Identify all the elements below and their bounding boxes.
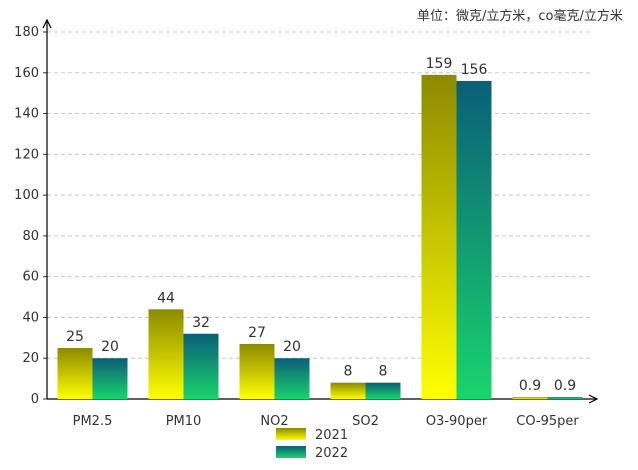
legend-swatch-2022: [276, 446, 306, 458]
data-label: 44: [157, 290, 175, 306]
x-tick-label: SO2: [352, 414, 379, 429]
bar-2022-PM10: [183, 333, 219, 399]
y-tick-label: 0: [31, 392, 39, 407]
legend-label-2022: 2022: [315, 446, 348, 461]
bar-2022-CO-95per: [547, 397, 583, 399]
gridlines: [47, 31, 593, 359]
data-label: 159: [426, 56, 453, 72]
y-tick-label: 80: [22, 229, 39, 244]
bar-2021-CO-95per: [512, 397, 548, 399]
axes: 0 20 40 60 80 100 120 140 160 180: [14, 18, 599, 407]
data-label: 27: [248, 325, 266, 341]
y-tick-label: 40: [22, 310, 39, 325]
x-tick-label: CO-95per: [516, 414, 579, 429]
y-tick-label: 120: [14, 147, 39, 162]
y-tick-label: 100: [14, 188, 39, 203]
labels: 25 20 PM2.5 44 32 PM10 27 20 NO2 8 8 SO2 159 156 O3-90…: [66, 56, 579, 429]
bars: [57, 74, 583, 400]
bar-2022-NO2: [274, 358, 310, 399]
bar-2022-O3-90per: [456, 80, 492, 399]
bar-2021-O3-90per: [421, 74, 457, 400]
x-tick-label: O3-90per: [426, 414, 488, 429]
y-tick-label: 180: [14, 25, 39, 40]
data-label: 25: [66, 329, 84, 345]
y-axis-arrow: [42, 18, 52, 29]
legend-label-2021: 2021: [315, 428, 348, 443]
bar-2021-NO2: [239, 343, 275, 399]
data-label: 8: [344, 364, 353, 380]
data-label: 8: [379, 364, 388, 380]
legend-swatch-2021: [276, 428, 306, 440]
data-label: 32: [192, 315, 210, 331]
bar-2022-SO2: [365, 382, 401, 399]
bar-2022-PM2.5: [92, 358, 128, 399]
bar-2021-SO2: [330, 382, 366, 399]
unit-label: 单位：微克/立方米，co毫克/立方米: [417, 9, 623, 24]
x-tick-label: NO2: [260, 414, 288, 429]
y-tick-label: 160: [14, 66, 39, 81]
data-label: 156: [461, 62, 488, 78]
bar-2021-PM10: [148, 309, 184, 399]
y-tick-label: 140: [14, 107, 39, 122]
data-label: 0.9: [519, 378, 541, 394]
x-tick-label: PM10: [166, 414, 202, 429]
y-tick-label: 60: [22, 270, 39, 285]
data-label: 0.9: [554, 378, 576, 394]
bar-2021-PM2.5: [57, 348, 93, 399]
x-tick-label: PM2.5: [73, 414, 113, 429]
data-label: 20: [283, 339, 301, 355]
x-axis-arrow: [588, 394, 599, 404]
y-tick-label: 20: [22, 351, 39, 366]
data-label: 20: [101, 339, 119, 355]
legend: 2021 2022: [276, 428, 348, 461]
